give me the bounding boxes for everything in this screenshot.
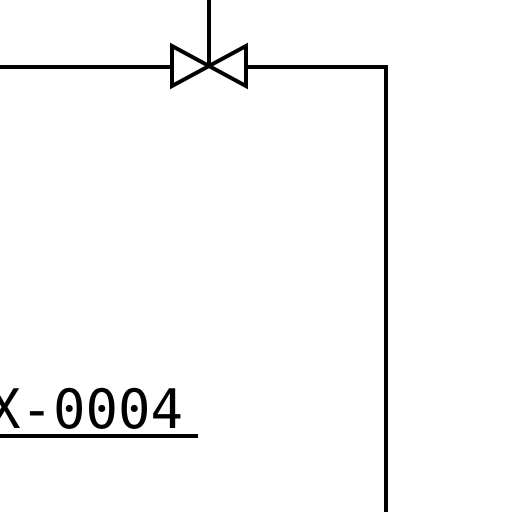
equipment-tag-label: X-0004 (0, 378, 183, 441)
